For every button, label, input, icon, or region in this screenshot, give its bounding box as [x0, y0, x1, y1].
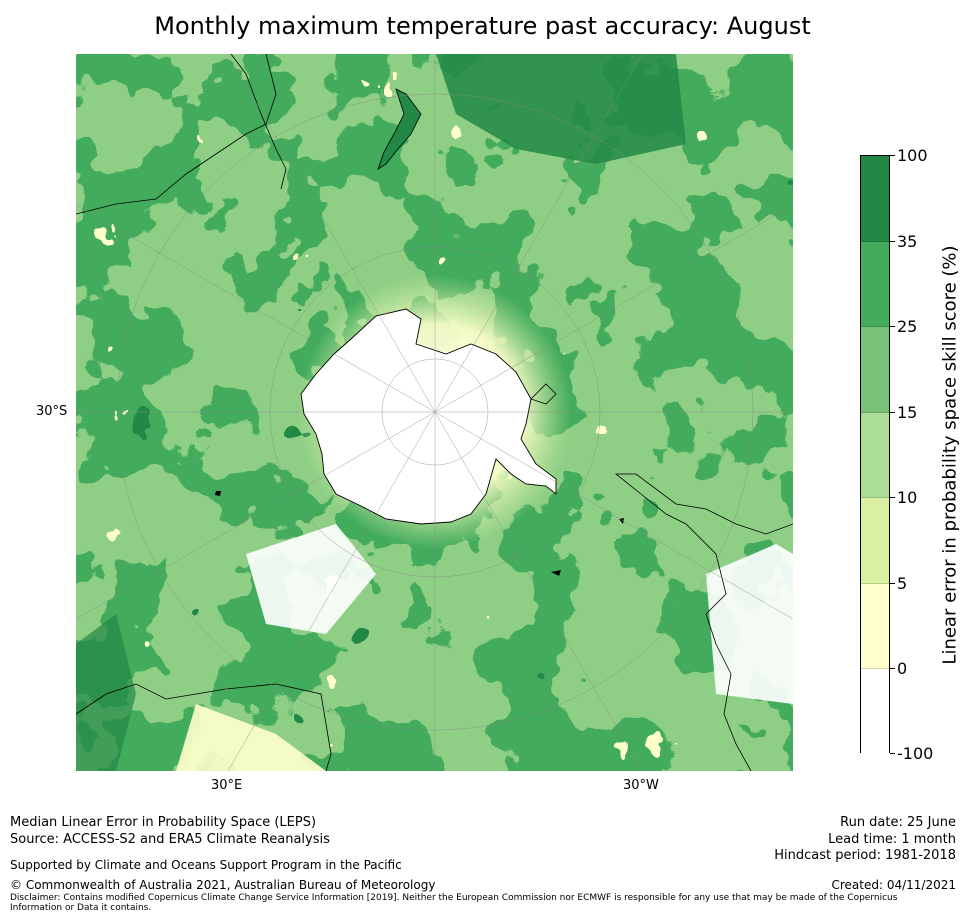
- low-skill-patch: [176, 704, 326, 771]
- colorbar-segment: [861, 498, 889, 584]
- graticule: [76, 54, 793, 771]
- created-date: Created: 04/11/2021: [831, 878, 956, 892]
- colorbar-tick: 0: [890, 659, 907, 678]
- south-america-coast: [614, 473, 793, 771]
- low-skill-patch: [706, 544, 793, 704]
- footer-support: Supported by Climate and Oceans Support …: [10, 858, 402, 872]
- colorbar-tick: 100: [890, 146, 928, 165]
- colorbar-label: Linear error in probability space skill …: [939, 245, 961, 665]
- island: [215, 491, 221, 496]
- map-title: Monthly maximum temperature past accurac…: [154, 12, 811, 40]
- footer-source: Source: ACCESS-S2 and ERA5 Climate Reana…: [10, 832, 330, 847]
- africa-coast: [76, 683, 332, 771]
- hindcast-period: Hindcast period: 1981-2018: [774, 848, 956, 863]
- colorbar-segment: [861, 669, 889, 754]
- colorbar: [860, 155, 890, 754]
- skill-score-map: [76, 54, 793, 771]
- colorbar-segment: [861, 242, 889, 327]
- colorbar-tick: 35: [890, 232, 917, 251]
- colorbar-tick: -100: [890, 744, 933, 763]
- antarctica-outline: [300, 308, 557, 525]
- colorbar-segment: [861, 413, 889, 498]
- australia-coast-2: [230, 54, 287, 190]
- footer-disclaimer: Disclaimer: Contains modified Copernicus…: [10, 893, 898, 913]
- australia-coast: [76, 54, 277, 215]
- colorbar-tick: 10: [890, 488, 917, 507]
- high-skill-region: [436, 54, 686, 164]
- run-date: Run date: 25 June: [840, 815, 956, 830]
- lon-label-30e: 30°E: [211, 778, 243, 793]
- colorbar-segment: [861, 327, 889, 413]
- colorbar-tick: 5: [890, 574, 907, 593]
- colorbar-tick: 25: [890, 317, 917, 336]
- lat-label-30s: 30°S: [36, 404, 68, 419]
- footer-leps: Median Linear Error in Probability Space…: [10, 815, 317, 830]
- colorbar-segment: [861, 584, 889, 669]
- lead-time: Lead time: 1 month: [828, 832, 956, 847]
- falklands: [551, 570, 561, 576]
- colorbar-segment: [861, 156, 889, 242]
- island: [619, 518, 624, 524]
- lon-label-30w: 30°W: [623, 778, 659, 793]
- polar-map: [76, 54, 793, 771]
- new-zealand: [377, 88, 422, 170]
- colorbar-tick: 15: [890, 403, 917, 422]
- footer-copyright: © Commonwealth of Australia 2021, Austra…: [10, 878, 436, 892]
- high-skill-region-sw: [76, 614, 136, 771]
